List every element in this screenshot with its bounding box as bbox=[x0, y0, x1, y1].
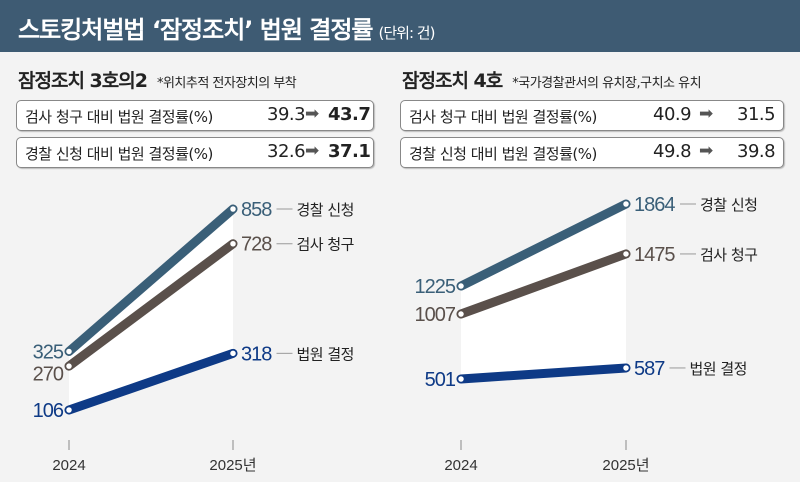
arrow-icon: ➡ bbox=[305, 141, 319, 161]
rate-box: 경찰 신청 대비 법원 결정률(%) 32.6 ➡ 37.1 bbox=[16, 137, 374, 168]
series-label: 경찰 신청 bbox=[700, 196, 757, 214]
rate-from: 40.9 bbox=[653, 104, 692, 125]
x-tick-label: 2024 bbox=[444, 457, 477, 474]
panel-note: *국가경찰관서의 유치장,구치소 유치 bbox=[512, 76, 702, 91]
series-label: 검사 청구 bbox=[297, 236, 354, 254]
data-point bbox=[228, 204, 238, 214]
data-label: 325 bbox=[33, 341, 64, 363]
rate-to: 37.1 bbox=[328, 141, 371, 162]
data-label: 318 bbox=[241, 343, 272, 365]
series-line bbox=[456, 199, 631, 291]
arrow-icon: ➡ bbox=[305, 104, 319, 124]
x-tick-label: 2025년 bbox=[602, 457, 649, 474]
data-label: 728 bbox=[241, 234, 272, 256]
rate-box: 경찰 신청 대비 법원 결정률(%) 49.8 ➡ 39.8 bbox=[400, 137, 784, 168]
data-point bbox=[621, 249, 631, 259]
x-tick-label: 2024 bbox=[52, 457, 85, 474]
data-point bbox=[456, 281, 466, 291]
series-line bbox=[64, 348, 238, 415]
arrow-icon: ➡ bbox=[699, 104, 713, 124]
data-label: 1007 bbox=[415, 304, 456, 326]
data-label: 1864 bbox=[634, 194, 675, 216]
rate-label: 경찰 신청 대비 법원 결정률(%) bbox=[25, 145, 213, 163]
rate-label: 검사 청구 대비 법원 결정률(%) bbox=[25, 108, 213, 126]
series-label: 경찰 신청 bbox=[297, 201, 354, 219]
title-text: 스토킹처벌법 ‘잠정조치’ 법원 결정률 bbox=[18, 16, 373, 44]
series-label: 검사 청구 bbox=[700, 246, 757, 264]
panel-title: 잠정조치 3호의2 bbox=[18, 70, 148, 92]
panel-title-left: 잠정조치 3호의2 *위치추적 전자장치의 부착 bbox=[18, 66, 297, 93]
data-point bbox=[228, 349, 238, 358]
chart-band bbox=[461, 204, 626, 379]
rate-to: 39.8 bbox=[737, 141, 776, 162]
data-label: 501 bbox=[425, 369, 456, 391]
rate-to: 43.7 bbox=[328, 104, 371, 125]
data-point bbox=[64, 347, 74, 356]
x-tick-label: 2025년 bbox=[209, 457, 256, 474]
panel-title: 잠정조치 4호 bbox=[402, 70, 503, 92]
unit-label: (단위: 건) bbox=[378, 24, 436, 42]
header: 스토킹처벌법 ‘잠정조치’ 법원 결정률 (단위: 건) bbox=[0, 0, 800, 52]
rate-from: 39.3 bbox=[267, 104, 306, 125]
data-point bbox=[456, 374, 466, 384]
series-label: 법원 결정 bbox=[297, 345, 354, 363]
arrow-icon: ➡ bbox=[699, 141, 713, 161]
series-line bbox=[64, 239, 238, 371]
data-point bbox=[456, 309, 466, 319]
data-label: 858 bbox=[241, 199, 272, 221]
page-title: 스토킹처벌법 ‘잠정조치’ 법원 결정률 (단위: 건) bbox=[18, 10, 436, 45]
rate-to: 31.5 bbox=[737, 104, 776, 125]
series-line bbox=[456, 363, 631, 384]
series-label: 법원 결정 bbox=[690, 360, 747, 378]
data-point bbox=[228, 239, 238, 248]
rate-label: 경찰 신청 대비 법원 결정률(%) bbox=[409, 145, 597, 163]
data-point bbox=[621, 363, 631, 373]
data-label: 106 bbox=[33, 400, 64, 422]
data-label: 1225 bbox=[415, 276, 456, 298]
rate-box: 검사 청구 대비 법원 결정률(%) 40.9 ➡ 31.5 bbox=[400, 100, 784, 131]
data-point bbox=[64, 405, 74, 415]
panel-title-right: 잠정조치 4호 *국가경찰관서의 유치장,구치소 유치 bbox=[402, 66, 702, 93]
panel-note: *위치추적 전자장치의 부착 bbox=[156, 76, 297, 91]
data-label: 1475 bbox=[634, 244, 675, 266]
rate-from: 49.8 bbox=[653, 141, 692, 162]
rate-label: 검사 청구 대비 법원 결정률(%) bbox=[409, 108, 597, 126]
data-label: 270 bbox=[33, 363, 64, 385]
data-point bbox=[64, 361, 74, 371]
rate-from: 32.6 bbox=[267, 141, 306, 162]
data-label: 587 bbox=[634, 358, 665, 380]
data-point bbox=[621, 199, 631, 209]
series-line bbox=[456, 249, 631, 319]
series-line bbox=[64, 204, 238, 356]
rate-box: 검사 청구 대비 법원 결정률(%) 39.3 ➡ 43.7 bbox=[16, 100, 374, 131]
